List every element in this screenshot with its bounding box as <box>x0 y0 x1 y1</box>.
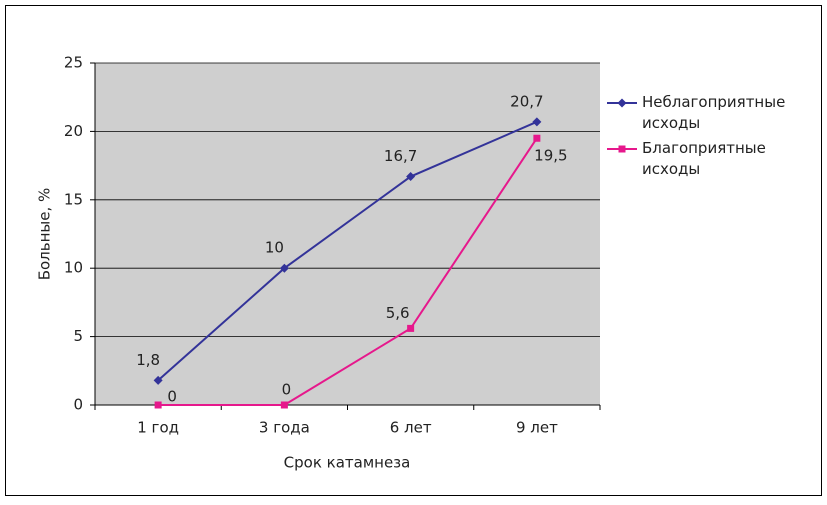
y-tick-label: 0 <box>73 396 83 414</box>
data-label: 19,5 <box>534 147 567 165</box>
x-tick-label: 3 года <box>259 419 310 437</box>
x-tick-label: 6 лет <box>390 419 432 437</box>
legend-label: Благоприятные исходы <box>642 139 766 178</box>
legend-swatch <box>607 145 637 153</box>
y-axis-title: Больные, % <box>36 188 54 281</box>
legend: Неблагоприятные исходы Благоприятные исхо… <box>606 92 821 184</box>
y-tick-label: 15 <box>64 190 83 208</box>
legend-entry: Благоприятные исходы <box>606 138 821 180</box>
data-label: 0 <box>282 381 292 399</box>
y-tick-label: 25 <box>64 54 83 72</box>
plot-area <box>95 63 600 405</box>
data-point <box>407 324 415 332</box>
data-label: 1,8 <box>136 351 160 369</box>
legend-entry: Неблагоприятные исходы <box>606 92 821 134</box>
y-tick-label: 5 <box>73 327 83 345</box>
legend-marker <box>617 98 627 108</box>
y-tick-label: 20 <box>64 122 83 140</box>
series-line <box>158 137 538 406</box>
data-point <box>153 375 163 385</box>
data-point <box>154 401 162 409</box>
data-label: 10 <box>265 239 284 257</box>
data-label: 0 <box>167 388 177 406</box>
series-line <box>157 120 538 382</box>
data-point <box>533 134 541 142</box>
data-point <box>406 172 416 182</box>
x-tick-label: 1 год <box>137 419 179 437</box>
legend-swatch <box>607 98 637 108</box>
legend-label: Неблагоприятные исходы <box>642 93 786 132</box>
x-tick-label: 9 лет <box>516 419 558 437</box>
data-label: 5,6 <box>386 304 410 322</box>
data-point <box>280 401 288 409</box>
legend-marker <box>618 145 626 153</box>
data-point <box>532 117 542 127</box>
data-point <box>279 263 289 273</box>
data-label: 20,7 <box>510 92 543 110</box>
x-axis-title: Срок катамнеза <box>284 454 411 472</box>
data-label: 16,7 <box>384 147 417 165</box>
y-tick-label: 10 <box>64 259 83 277</box>
